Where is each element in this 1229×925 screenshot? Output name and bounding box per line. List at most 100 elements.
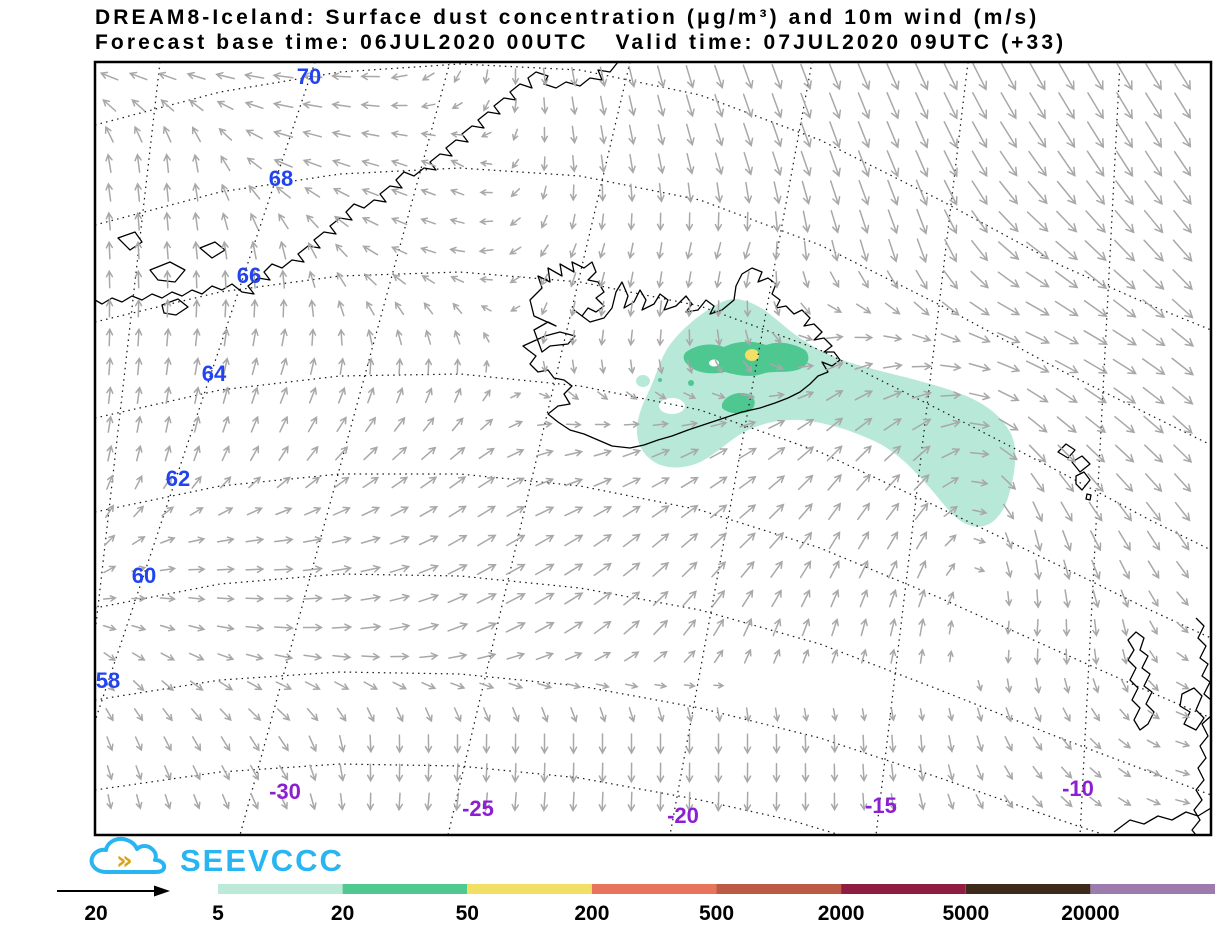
wind-arrow [828,531,841,550]
wind-arrow [569,329,577,346]
wind-arrow [1141,358,1166,376]
wind-arrow [1062,530,1072,552]
wind-arrow [913,301,930,316]
wind-arrow [831,617,839,637]
wind-arrow [997,241,1020,261]
wind-arrow [308,299,316,318]
wind-arrow [450,131,464,138]
wind-arrow [221,793,230,810]
wind-arrow [134,182,142,202]
wind-arrow [685,733,694,755]
wind-arrow [1057,121,1076,149]
wind-arrow [1176,652,1190,662]
wind-arrow [99,71,119,81]
wind-arrow [997,332,1021,344]
wind-arrow [1144,444,1164,463]
wind-arrow [915,179,929,207]
wind-arrow [1060,795,1073,808]
wind-arrow [918,734,926,754]
wind-arrow [419,246,437,254]
wind-arrow [947,619,955,635]
wind-arrow [188,624,206,632]
wind-arrow [424,329,432,345]
wind-arrow [248,184,261,200]
wind-arrow [998,211,1019,233]
wind-arrow [361,216,379,226]
wind-arrow [887,209,899,235]
wind-arrow [308,386,317,404]
coastline-faroe-islands [1057,443,1076,459]
wind-arrow [914,502,929,521]
wind-arrow [830,210,840,234]
wind-arrow [769,531,785,549]
wind-arrow [306,708,319,722]
wind-arrow [192,211,200,231]
wind-arrow [104,125,114,143]
wind-arrow [713,618,725,637]
wind-arrow [599,154,607,174]
wind-arrow [681,532,699,548]
wind-arrow [1116,63,1133,91]
wind-arrow [856,473,872,491]
wind-arrow [738,447,758,460]
wind-arrow [1055,388,1078,404]
wind-arrow [390,217,408,226]
wind-arrow [800,302,811,315]
map-title: DREAM8-Iceland: Surface dust concentrati… [95,6,1040,29]
wind-arrow [799,531,813,550]
wind-arrow [971,240,989,262]
wind-arrow [218,507,234,516]
wind-arrow [506,651,526,660]
wind-arrow [159,595,177,603]
wind-arrow [1175,798,1191,806]
wind-arrow [1118,738,1132,749]
wind-arrow [889,648,897,664]
wind-arrow [570,155,578,173]
wind-arrow [1173,180,1192,206]
wind-arrow [976,707,984,723]
latitude-gridline [95,573,1211,796]
wind-arrow [859,588,869,608]
wind-arrow [826,445,843,462]
wind-arrow [537,420,553,428]
wind-arrow [1174,501,1191,522]
wind-arrow [564,651,583,661]
wind-arrow [106,415,114,433]
wind-arrow [825,333,844,341]
wind-arrow [686,182,694,204]
wind-arrow [278,213,289,230]
wind-arrow [105,298,114,318]
wind-arrow [1032,765,1043,780]
wind-arrow [279,415,289,433]
dust-dot-20-50 [688,380,694,386]
wind-arrow [860,792,868,812]
wind-arrow [540,214,548,229]
wind-arrow [273,565,294,574]
wind-arrow [157,71,177,81]
wind-arrow [857,121,871,149]
wind-arrow [826,417,844,432]
wind-arrow [1054,300,1079,317]
wind-arrow [886,150,900,178]
wind-arrow [654,391,667,400]
wind-arrow [912,445,931,462]
wind-arrow [449,188,465,196]
wind-arrow [918,793,926,811]
wind-arrow [856,303,872,314]
wind-reference-arrowhead [154,885,170,897]
wind-arrow [715,707,723,723]
wind-arrow [942,477,960,488]
wind-arrow [943,179,958,206]
wind-arrow [135,386,143,405]
wind-arrow [450,275,465,283]
wind-arrow [627,242,635,260]
wind-arrow [685,271,693,289]
wind-arrow [1057,150,1076,177]
wind-arrow [1032,795,1044,808]
wind-arrow [1001,475,1017,490]
wind-arrow [331,594,353,602]
wind-arrow [860,708,867,722]
wind-arrow [566,682,582,690]
wind-arrow [800,63,812,90]
wind-arrow [193,794,201,810]
